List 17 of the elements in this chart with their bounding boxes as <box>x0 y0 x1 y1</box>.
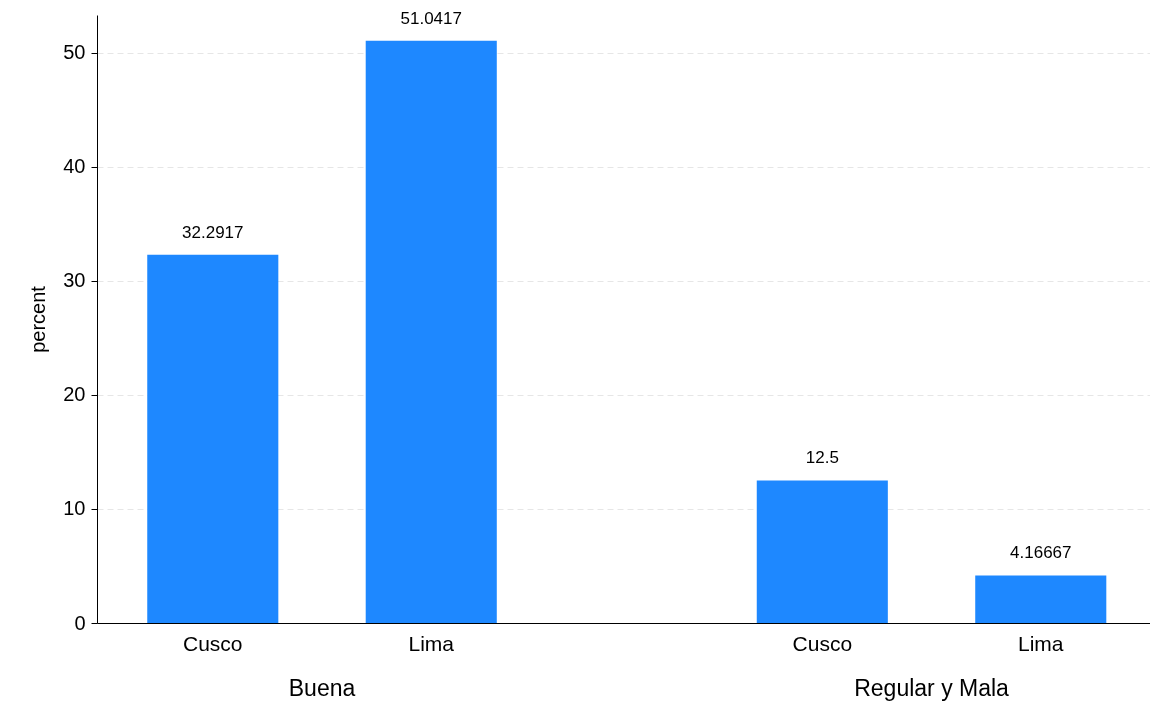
data-label: 32.2917 <box>182 222 244 242</box>
y-tick-label: 40 <box>63 155 86 178</box>
x-tick-label: Lima <box>408 632 455 655</box>
x-tick-label: Cusco <box>183 632 243 655</box>
data-label: 4.16667 <box>1010 543 1072 563</box>
y-tick-label: 0 <box>74 611 86 634</box>
data-label: 51.0417 <box>400 8 462 28</box>
y-tick-label: 10 <box>63 497 86 520</box>
data-label: 12.5 <box>805 448 839 468</box>
y-axis-title: percent <box>27 285 50 353</box>
text: Regular y Mala <box>854 675 1010 701</box>
text: Buena <box>288 675 356 701</box>
y-tick-label: 50 <box>63 41 86 64</box>
x-tick-label: Cusco <box>792 632 853 655</box>
x-tick-label: Lima <box>1018 632 1064 655</box>
y-tick-label: 30 <box>63 269 86 292</box>
y-tick-label: 20 <box>63 383 86 406</box>
